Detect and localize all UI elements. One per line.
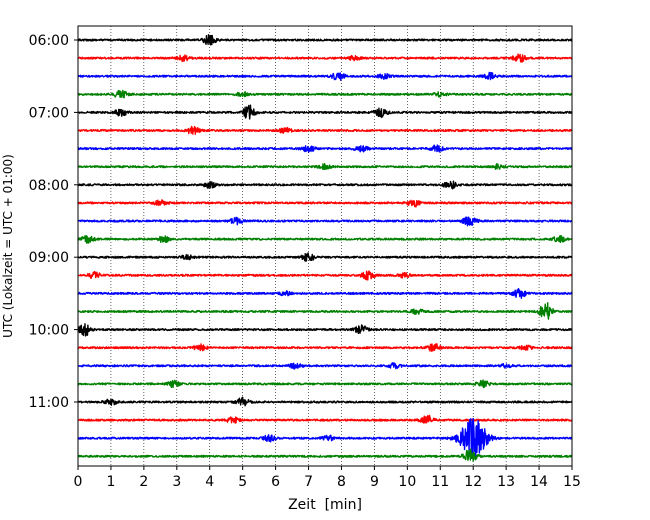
x-tick-label: 4 (205, 474, 214, 490)
x-tick-label: 6 (271, 474, 280, 490)
x-axis-label: Zeit [min] (288, 497, 362, 513)
x-tick-label: 7 (304, 474, 313, 490)
trace-line (77, 144, 573, 153)
y-tick-label: 10:00 (29, 323, 69, 339)
grid-lines (110, 26, 540, 466)
x-tick-label: 13 (497, 474, 515, 490)
trace-line (77, 71, 573, 81)
x-axis: 0 1 2 3 4 5 6 7 8 9 10 11 12 13 14 15 (74, 466, 581, 490)
trace-line (77, 343, 573, 352)
x-tick-label: 2 (139, 474, 148, 490)
x-tick-label: 1 (106, 474, 115, 490)
trace-line (77, 287, 573, 299)
y-tick-label: 07:00 (29, 105, 69, 121)
x-tick-label: 0 (74, 474, 83, 490)
trace-line (77, 379, 573, 389)
trace-line (77, 163, 573, 171)
y-tick-label: 08:00 (29, 178, 69, 194)
trace-line (77, 414, 573, 424)
x-tick-label: 9 (370, 474, 379, 490)
trace-line (77, 216, 573, 227)
trace-line (77, 180, 573, 190)
trace-line (77, 396, 573, 407)
y-tick-label: 06:00 (29, 33, 69, 49)
x-tick-label: 11 (431, 474, 449, 490)
trace-line (77, 53, 573, 63)
trace-line (77, 448, 573, 462)
trace-line (77, 270, 573, 281)
x-tick-label: 15 (563, 474, 581, 490)
y-tick-label: 11:00 (29, 395, 69, 411)
x-tick-label: 12 (464, 474, 482, 490)
x-tick-label: 8 (337, 474, 346, 490)
trace-line (77, 323, 573, 337)
trace-line (77, 89, 573, 99)
x-tick-label: 10 (398, 474, 416, 490)
y-tick-label: 09:00 (29, 250, 69, 266)
trace-line (77, 199, 573, 208)
trace-line (77, 125, 573, 135)
x-tick-label: 3 (172, 474, 181, 490)
y-axis-label: UTC (Lokalzeit = UTC + 01:00) (1, 154, 15, 338)
y-axis: 06:00 07:00 08:00 09:00 10:00 11:00 (29, 33, 78, 411)
trace-line (77, 235, 573, 244)
trace-group (77, 34, 573, 462)
trace-line (77, 362, 573, 370)
trace-line (77, 34, 573, 46)
trace-line (77, 252, 573, 262)
x-tick-label: 5 (238, 474, 247, 490)
x-tick-label: 14 (530, 474, 548, 490)
trace-line (77, 104, 573, 120)
trace-line (77, 302, 573, 320)
trace-line (77, 417, 573, 460)
plot-frame (77, 25, 573, 467)
